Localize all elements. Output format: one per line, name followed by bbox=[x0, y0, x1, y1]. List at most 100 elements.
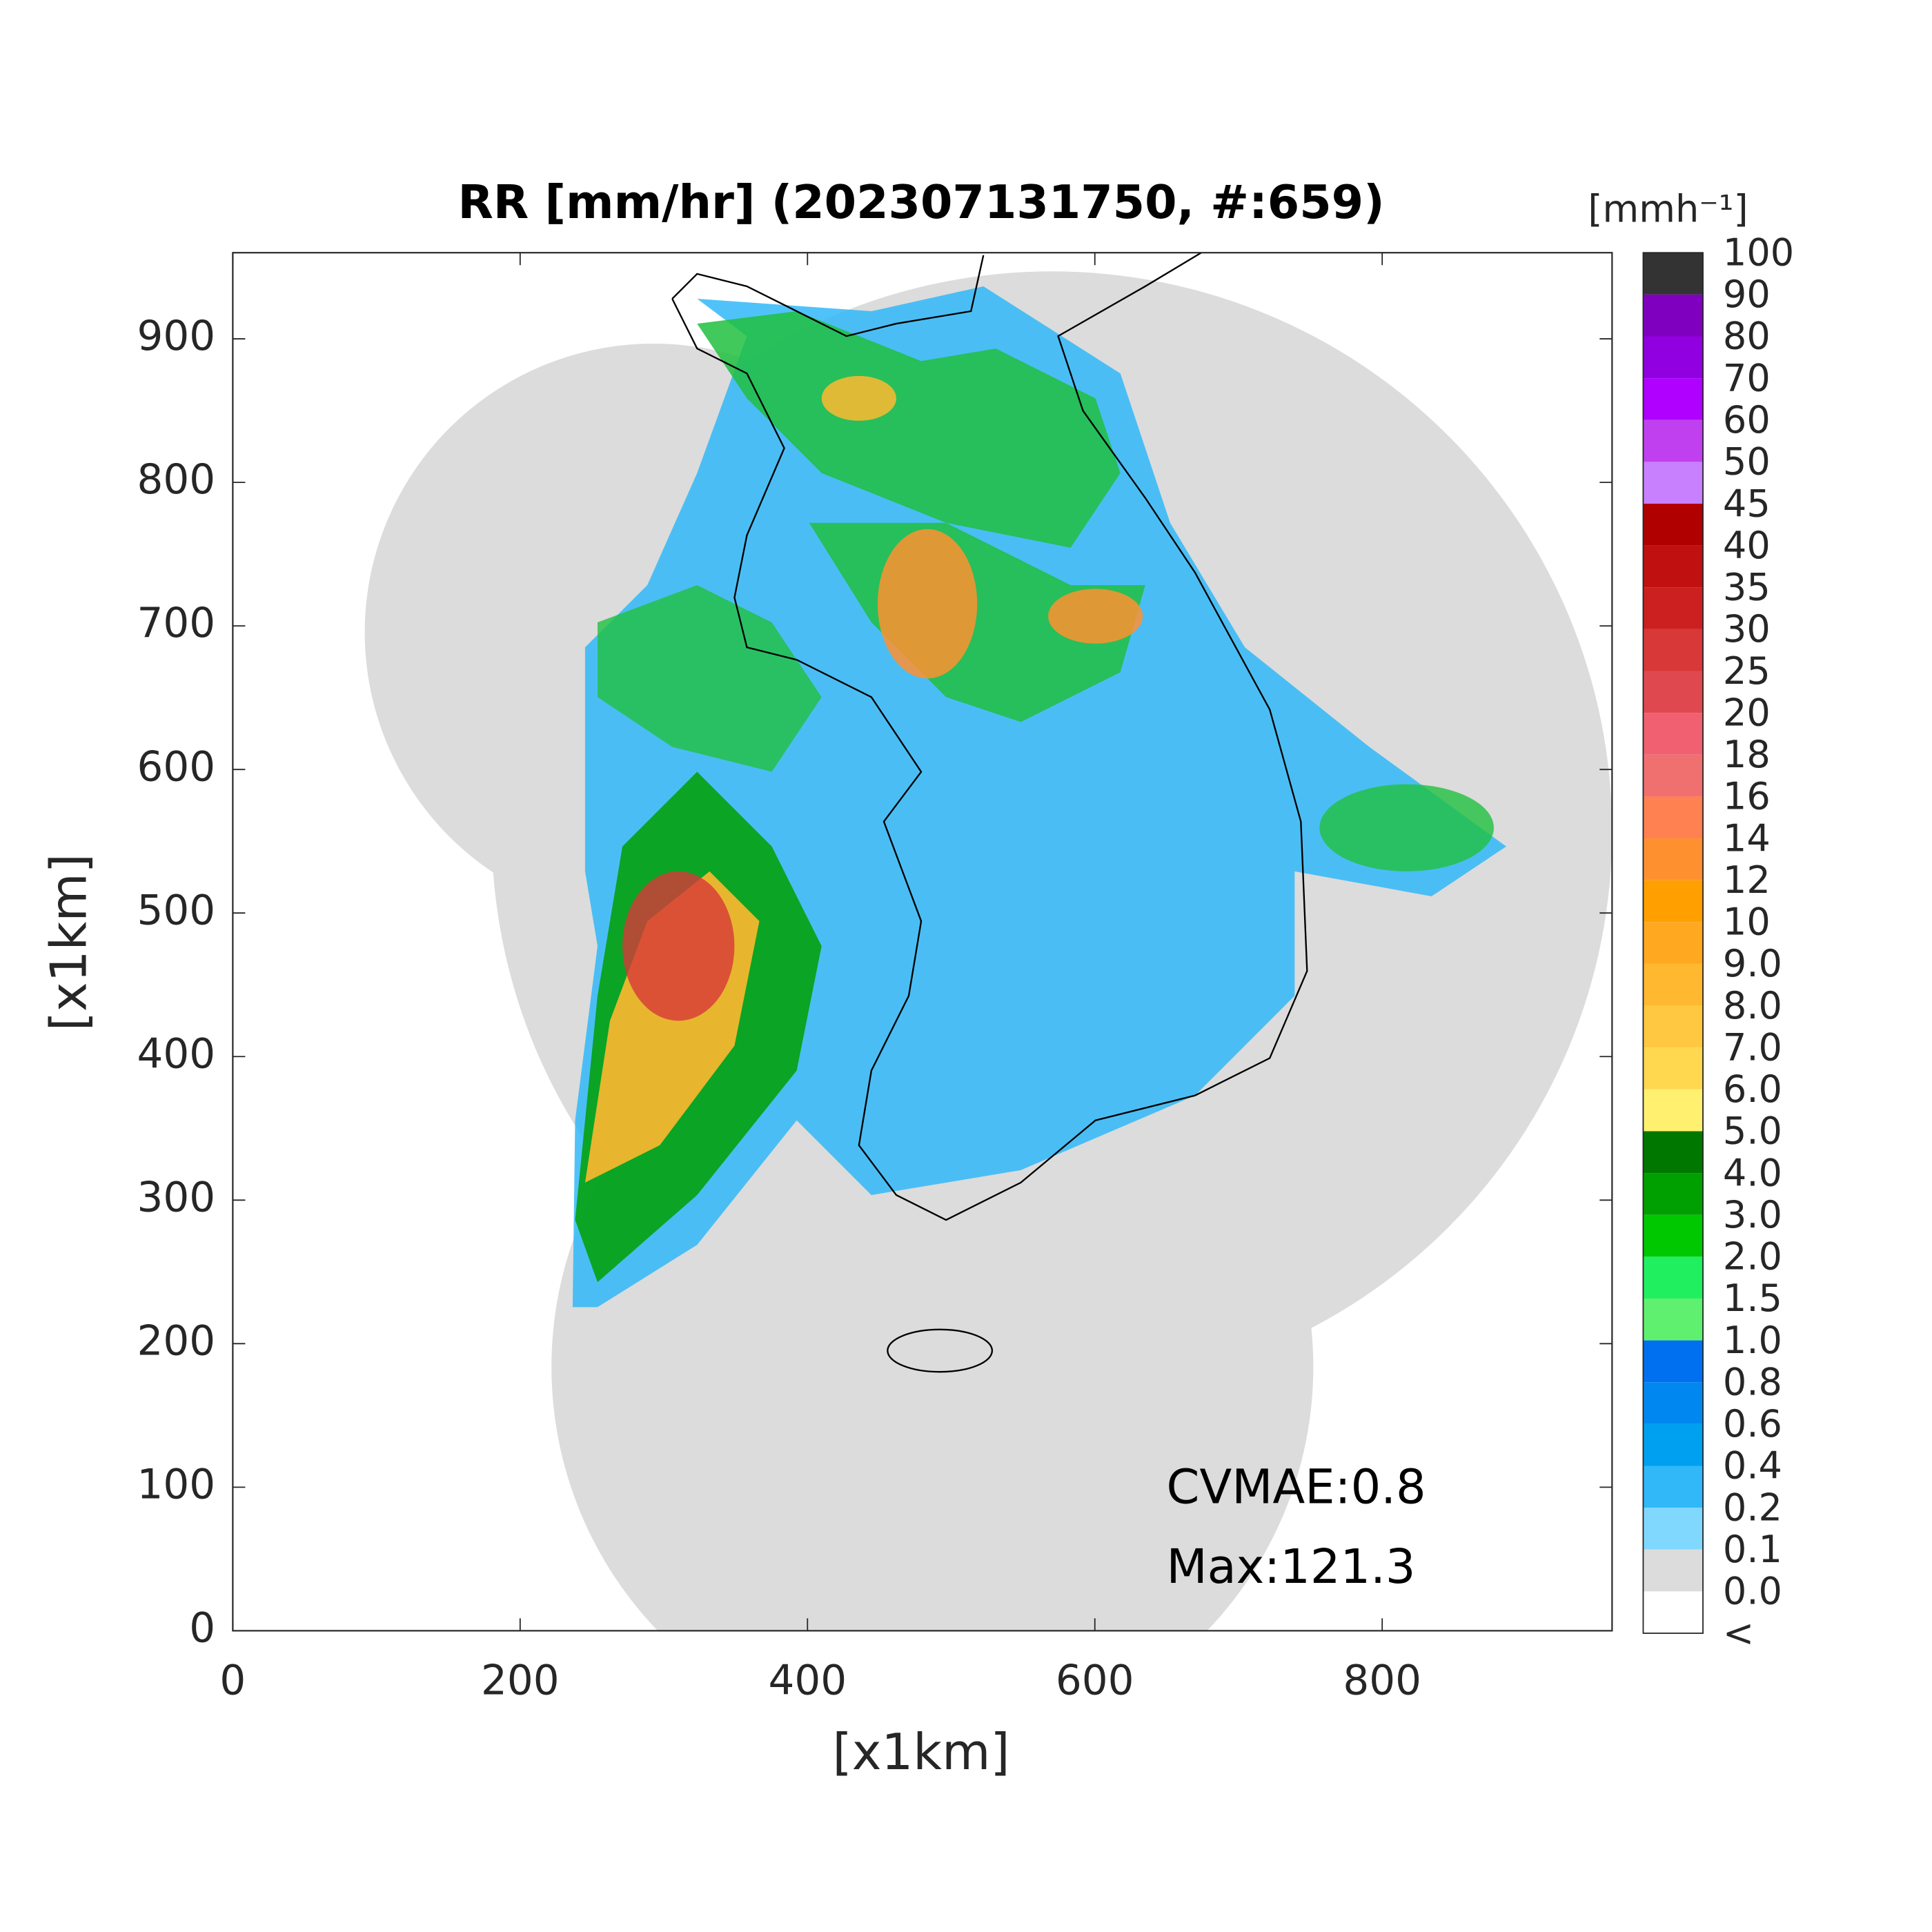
colorbar-swatch bbox=[1643, 671, 1704, 713]
colorbar-swatch bbox=[1643, 1298, 1704, 1341]
colorbar-tick-label: 5.0 bbox=[1723, 1110, 1782, 1153]
colorbar-swatch bbox=[1643, 1005, 1704, 1048]
colorbar-tick-label: 0.2 bbox=[1723, 1486, 1782, 1529]
colorbar-swatch bbox=[1643, 1549, 1704, 1592]
colorbar-swatch bbox=[1643, 1214, 1704, 1257]
colorbar-swatch bbox=[1643, 1256, 1704, 1299]
colorbar-frame bbox=[1642, 252, 1704, 1634]
colorbar-swatch bbox=[1643, 545, 1704, 588]
colorbar-tick-label: 14 bbox=[1723, 816, 1771, 860]
colorbar-swatch bbox=[1643, 1131, 1704, 1174]
colorbar-swatch bbox=[1643, 922, 1704, 964]
colorbar-swatch bbox=[1643, 504, 1704, 546]
y-tick-label: 800 bbox=[137, 456, 216, 504]
colorbar-swatch bbox=[1643, 1173, 1704, 1215]
colorbar-swatch bbox=[1643, 963, 1704, 1006]
colorbar-tick-label: 90 bbox=[1723, 273, 1771, 316]
radar-field bbox=[364, 253, 1613, 1631]
colorbar-swatch bbox=[1643, 838, 1704, 880]
y-axis-label: [x1km] bbox=[41, 854, 99, 1031]
colorbar-swatch bbox=[1643, 420, 1704, 462]
colorbar-tick-label: 100 bbox=[1723, 230, 1794, 274]
colorbar-tick-label: 0.1 bbox=[1723, 1528, 1782, 1571]
colorbar-tick-label: 7.0 bbox=[1723, 1025, 1782, 1069]
y-tick-label: 700 bbox=[137, 600, 216, 647]
coastline bbox=[887, 1328, 994, 1373]
colorbar-tick-label: 16 bbox=[1723, 775, 1771, 818]
colorbar-tick-label: 35 bbox=[1723, 566, 1771, 609]
x-tick-label: 400 bbox=[768, 1657, 847, 1704]
colorbar-tick-label: 1.0 bbox=[1723, 1319, 1782, 1362]
precip-area bbox=[697, 311, 1121, 548]
precip-area bbox=[1319, 784, 1494, 871]
colorbar-tick-label: 2.0 bbox=[1723, 1235, 1782, 1279]
colorbar-swatch bbox=[1643, 796, 1704, 839]
x-tick-label: 200 bbox=[481, 1657, 560, 1704]
colorbar-swatch bbox=[1643, 754, 1704, 797]
colorbar-tick-label: 60 bbox=[1723, 398, 1771, 442]
colorbar-swatch bbox=[1643, 253, 1704, 295]
colorbar-tick-label: 40 bbox=[1723, 524, 1771, 567]
colorbar-swatch bbox=[1643, 587, 1704, 629]
y-tick-label: 0 bbox=[189, 1605, 215, 1653]
colorbar-tick-label: 8.0 bbox=[1723, 984, 1782, 1027]
y-tick-label: 300 bbox=[137, 1174, 216, 1221]
colorbar-swatch bbox=[1643, 378, 1704, 420]
colorbar-tick-label: 0.4 bbox=[1723, 1444, 1782, 1488]
colorbar-tick-label: 30 bbox=[1723, 607, 1771, 651]
colorbar-swatch bbox=[1643, 336, 1704, 379]
colorbar-tick-label: 12 bbox=[1723, 858, 1771, 902]
y-tick-label: 400 bbox=[137, 1030, 216, 1078]
x-tick-label: 800 bbox=[1343, 1657, 1421, 1704]
colorbar-swatch bbox=[1643, 1089, 1704, 1132]
coastline bbox=[671, 253, 1308, 1221]
colorbar-tick-label: 20 bbox=[1723, 691, 1771, 734]
x-tick-label: 0 bbox=[219, 1657, 246, 1704]
colorbar-tick-label: 0.0 bbox=[1723, 1570, 1782, 1613]
colorbar-tick-label: 10 bbox=[1723, 900, 1771, 944]
colorbar-tick-label: 4.0 bbox=[1723, 1151, 1782, 1194]
precip-area bbox=[597, 584, 822, 772]
colorbar-swatch bbox=[1643, 1591, 1704, 1634]
colorbar-swatch bbox=[1643, 880, 1704, 923]
y-tick-label: 600 bbox=[137, 743, 216, 791]
colorbar-swatch bbox=[1643, 1047, 1704, 1090]
colorbar-swatch bbox=[1643, 1423, 1704, 1466]
colorbar-tick-label: 0.6 bbox=[1723, 1402, 1782, 1446]
colorbar-tick-label: 70 bbox=[1723, 356, 1771, 400]
precip-area bbox=[622, 871, 735, 1021]
colorbar-swatch bbox=[1643, 629, 1704, 671]
colorbar-tick-label: 80 bbox=[1723, 315, 1771, 358]
annotation: CVMAE:0.8 bbox=[1166, 1460, 1426, 1515]
colorbar-tick-label: 18 bbox=[1723, 733, 1771, 776]
colorbar-tick-label: 45 bbox=[1723, 482, 1771, 525]
colorbar-tick-label: 6.0 bbox=[1723, 1067, 1782, 1111]
chart-title: RR [mm/hr] (202307131750, #:659) bbox=[457, 175, 1384, 229]
colorbar-tick-label: < bbox=[1723, 1611, 1754, 1655]
x-tick-label: 600 bbox=[1056, 1657, 1134, 1704]
y-tick-label: 900 bbox=[137, 313, 216, 360]
colorbar-swatch bbox=[1643, 294, 1704, 337]
colorbar-swatch bbox=[1643, 1466, 1704, 1508]
colorbar-tick-label: 9.0 bbox=[1723, 942, 1782, 985]
colorbar-tick-label: 50 bbox=[1723, 440, 1771, 484]
colorbar-swatch bbox=[1643, 1340, 1704, 1383]
precip-area bbox=[572, 286, 1506, 1308]
annotation: Max:121.3 bbox=[1166, 1539, 1415, 1595]
colorbar-tick-label: 0.8 bbox=[1723, 1360, 1782, 1403]
colorbar-swatch bbox=[1643, 462, 1704, 504]
y-tick-label: 200 bbox=[137, 1317, 216, 1365]
colorbar-label: [mmh⁻¹] bbox=[1588, 187, 1748, 230]
colorbar-swatch bbox=[1643, 1382, 1704, 1424]
colorbar-swatch bbox=[1643, 713, 1704, 755]
y-tick-label: 500 bbox=[137, 887, 216, 934]
colorbar-tick-label: 1.5 bbox=[1723, 1276, 1782, 1320]
precip-area bbox=[1048, 589, 1143, 644]
precip-area bbox=[877, 529, 978, 679]
y-tick-label: 100 bbox=[137, 1461, 216, 1508]
x-axis-label: [x1km] bbox=[833, 1724, 1010, 1782]
colorbar-tick-label: 25 bbox=[1723, 649, 1771, 693]
axes-frame bbox=[232, 252, 1613, 1632]
